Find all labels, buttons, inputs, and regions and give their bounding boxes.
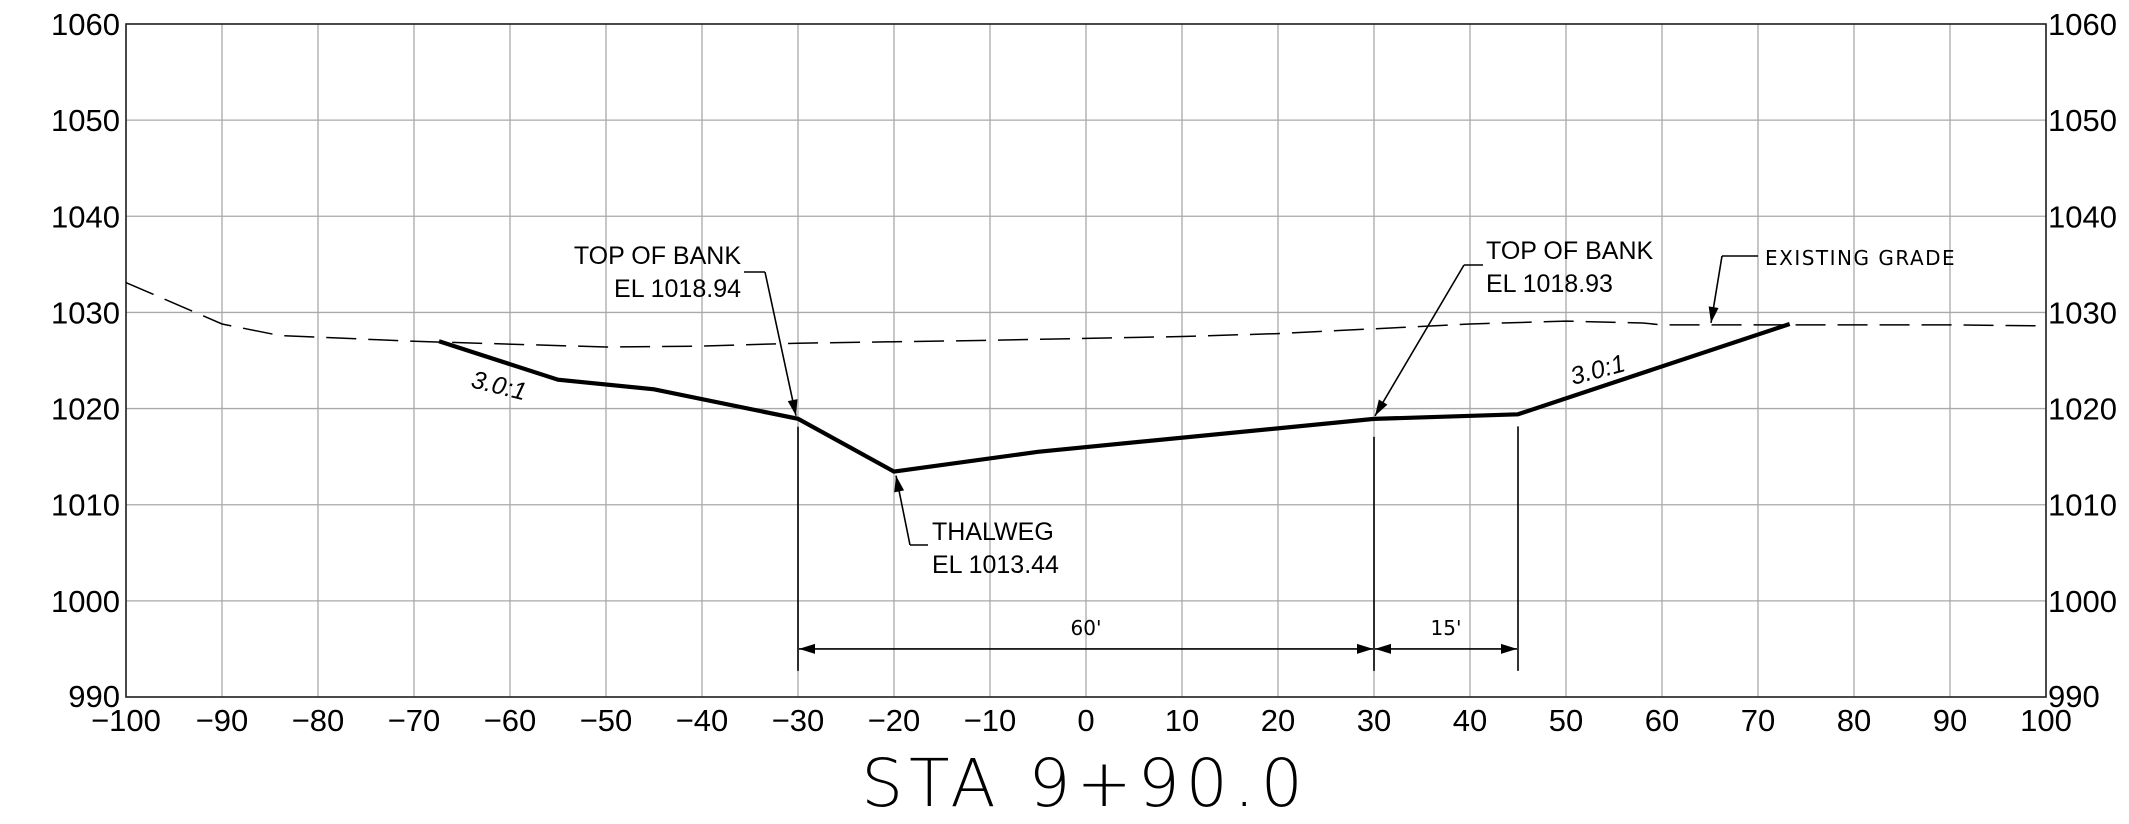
x-tick-label: −50 [580,703,633,738]
x-tick-label: −70 [388,703,441,738]
x-tick-label: 0 [1077,703,1094,738]
y-tick-label-left: 1060 [51,7,120,42]
top-of-bank-left-elevation: EL 1018.94 [614,275,741,303]
x-tick-label: 30 [1357,703,1391,738]
y-tick-label-right: 1000 [2048,584,2117,619]
y-tick-label-left: 1050 [51,103,120,138]
existing-grade-line [125,281,2047,348]
dimension-arrow-left-head [1375,643,1391,654]
thalweg-label: THALWEG [932,518,1054,546]
top-of-bank-left-label: TOP OF BANK [574,242,742,270]
x-tick-label: 50 [1549,703,1583,738]
y-tick-label-right: 1040 [2048,199,2117,234]
x-tick-label: −20 [868,703,921,738]
slope-label-right: 3.0:1 [1567,349,1628,390]
x-tick-label: −100 [91,703,161,738]
dimension-label: 15' [1431,616,1462,640]
y-tick-label-right: 1060 [2048,7,2117,42]
grid-lines [125,23,2047,698]
arrow-top-of-bank-right [1374,264,1465,417]
y-tick-label-right: 1010 [2048,488,2117,523]
proposed-channel-line [438,322,1791,474]
existing-grade-label: EXISTING GRADE [1765,246,1956,270]
arrow-top-of-bank-left-head [787,399,798,416]
x-tick-label: 40 [1453,703,1487,738]
axes: −100 −90 −80 −70 −60 −50 −40 −30 −20 −10 0 10 20 30 40… [51,7,2117,738]
y-tick-label-right: 990 [2048,679,2100,714]
x-tick-label: 10 [1165,703,1199,738]
y-tick-label-right: 1030 [2048,295,2117,330]
y-tick-label-right: 1050 [2048,103,2117,138]
x-tick-label: −10 [964,703,1017,738]
x-tick-label: 100 [2020,703,2072,738]
dimension-label: 60' [1071,616,1102,640]
x-tick-label: 20 [1261,703,1295,738]
arrow-existing-grade-head [1708,306,1719,323]
dimension-arrow-right-head [1357,643,1373,654]
plot-frame [125,23,2047,698]
profile-lines [125,281,2047,474]
x-tick-label: −40 [676,703,729,738]
top-of-bank-right-elevation: EL 1018.93 [1486,270,1613,298]
y-tick-label-left: 1030 [51,295,120,330]
top-of-bank-right-label: TOP OF BANK [1486,237,1654,265]
x-tick-label: 70 [1741,703,1775,738]
x-tick-label: 80 [1837,703,1871,738]
x-tick-label: −80 [292,703,345,738]
x-tick-label: 90 [1933,703,1967,738]
y-tick-label-left: 990 [68,679,120,714]
thalweg-elevation: EL 1013.44 [932,551,1059,579]
x-tick-label: 60 [1645,703,1679,738]
arrow-top-of-bank-right-head [1375,399,1388,416]
y-tick-label-left: 1020 [51,392,120,427]
dimension-arrow-left-head [799,643,815,654]
y-tick-label-left: 1040 [51,199,120,234]
slope-label-left: 3.0:1 [469,366,530,407]
x-tick-label: −30 [772,703,825,738]
station-title: STA 9+90.0 [861,745,1308,822]
arrow-thalweg-head [894,475,905,493]
y-tick-label-right: 1020 [2048,392,2117,427]
y-tick-label-left: 1010 [51,488,120,523]
x-tick-label: −60 [484,703,537,738]
dimension-arrow-right-head [1501,643,1517,654]
y-tick-label-left: 1000 [51,584,120,619]
arrow-top-of-bank-left [764,271,797,416]
annotations: TOP OF BANK EL 1018.94 TOP OF BANK EL 1018.… [469,237,1956,671]
x-tick-label: −90 [196,703,249,738]
